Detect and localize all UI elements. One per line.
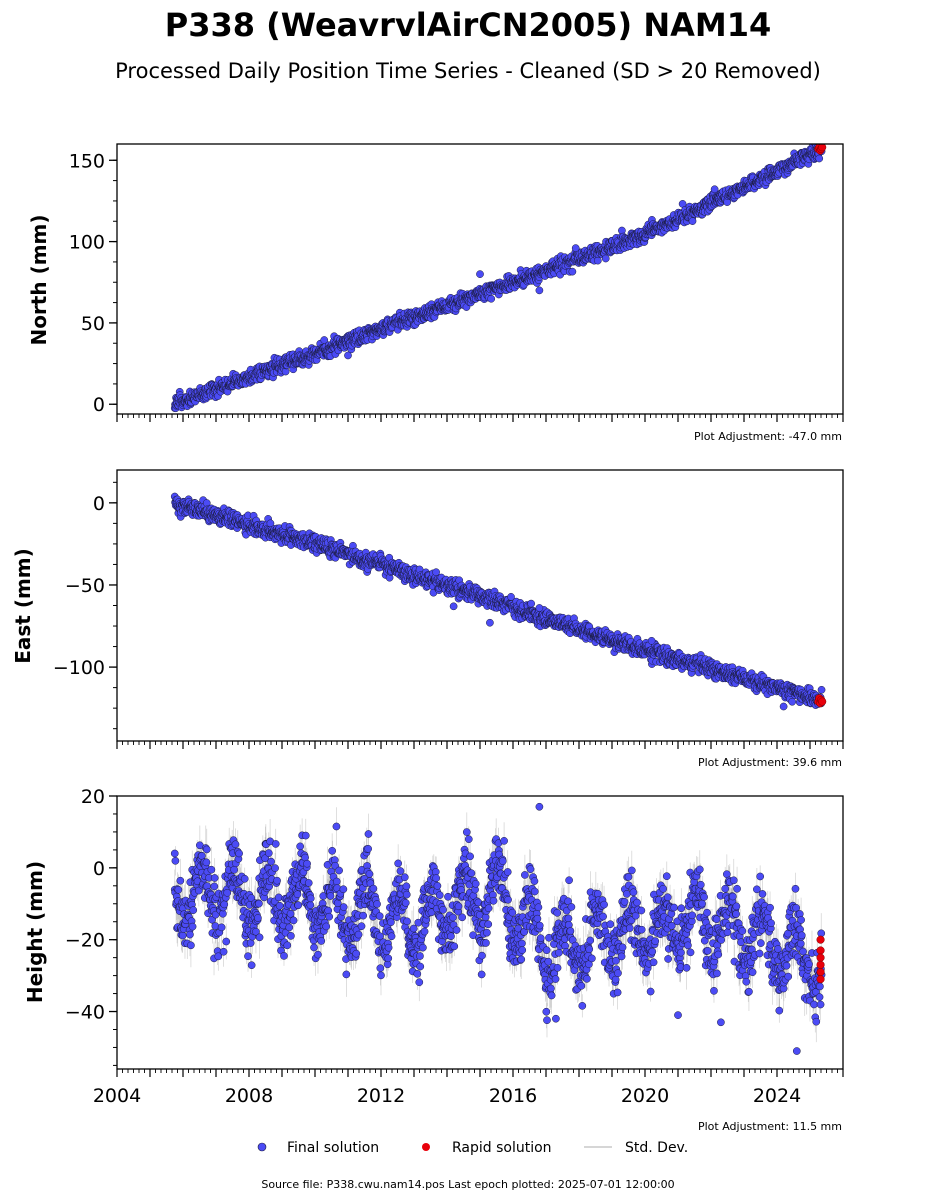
north-final-point xyxy=(710,185,719,194)
east-plot-adjustment: Plot Adjustment: 39.6 mm xyxy=(698,756,842,769)
north-y-tick-label: 0 xyxy=(93,394,105,416)
north-final-point xyxy=(535,286,544,295)
north-y-tick-label: 100 xyxy=(69,232,105,254)
north-rapid-point xyxy=(818,144,827,152)
chart-title: P338 (WeavrvlAirCN2005) NAM14 xyxy=(165,6,771,44)
north-rapid-points xyxy=(814,144,827,155)
north-plot-adjustment: Plot Adjustment: -47.0 mm xyxy=(694,430,842,443)
north-final-point xyxy=(487,294,496,303)
north-final-point xyxy=(476,270,484,278)
north-final-point xyxy=(571,244,580,252)
north-final-point xyxy=(568,267,577,276)
north-final-points xyxy=(170,144,826,413)
chart-subtitle: Processed Daily Position Time Series - C… xyxy=(115,59,821,83)
north-y-tick-label: 150 xyxy=(69,150,105,172)
north-panel: North (mm) Plot Adjustment: -47.0 mm 0 50… xyxy=(27,143,844,443)
north-y-axis-label: North (mm) xyxy=(27,214,51,345)
north-final-point xyxy=(601,254,610,263)
east-panel: East (mm) Plot Adjustment: 39.6 mm 0−50−… xyxy=(11,469,844,769)
north-y-tick-label: 50 xyxy=(81,313,105,335)
north-final-point xyxy=(688,217,697,225)
east-y-axis-label: East (mm) xyxy=(11,548,35,664)
north-final-point xyxy=(815,154,824,163)
north-final-point xyxy=(344,351,352,360)
north-final-point xyxy=(593,256,602,265)
